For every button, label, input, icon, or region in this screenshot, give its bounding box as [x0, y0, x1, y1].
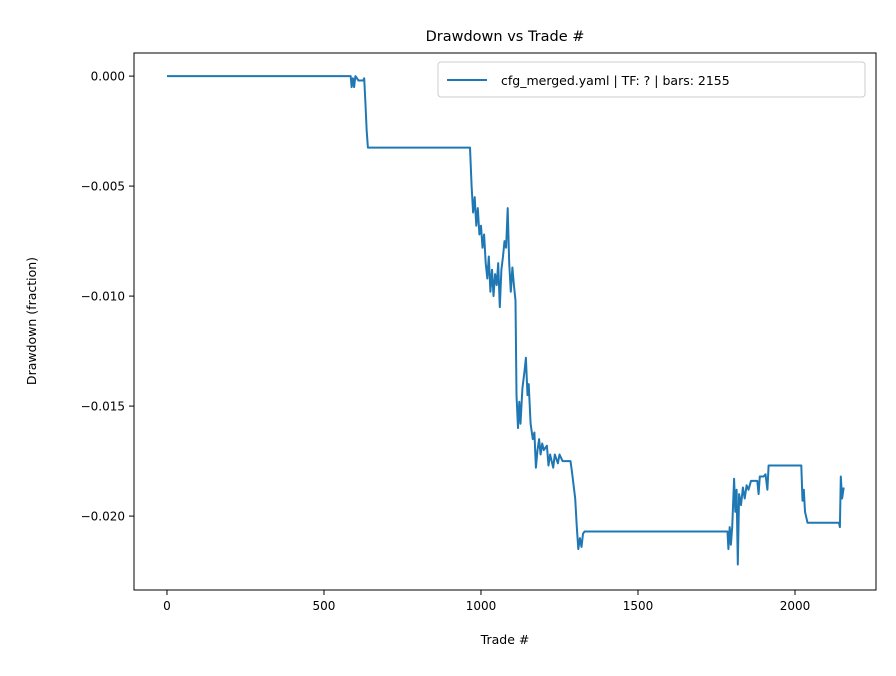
legend-box: [437, 61, 866, 98]
y-tick-label: −0.010: [81, 290, 125, 304]
x-tick-label: 0: [163, 599, 171, 613]
series-line: [167, 75, 845, 566]
plot-frame: [133, 52, 877, 591]
y-axis-label: Drawdown (fraction): [24, 257, 39, 385]
y-tick-label: −0.005: [81, 180, 125, 194]
x-tick-label: 2000: [780, 599, 811, 613]
x-tick-label: 1000: [466, 599, 497, 613]
y-tick-label: −0.020: [81, 510, 125, 524]
y-tick-label: −0.015: [81, 400, 125, 414]
x-tick-label: 500: [313, 599, 336, 613]
x-axis-label: Trade #: [480, 632, 530, 647]
legend-label: cfg_merged.yaml | TF: ? | bars: 2155: [501, 73, 730, 88]
chart-title: Drawdown vs Trade #: [426, 29, 585, 45]
x-tick-label: 1500: [623, 599, 654, 613]
y-tick-label: 0.000: [91, 70, 125, 84]
legend: cfg_merged.yaml | TF: ? | bars: 2155: [437, 61, 866, 98]
